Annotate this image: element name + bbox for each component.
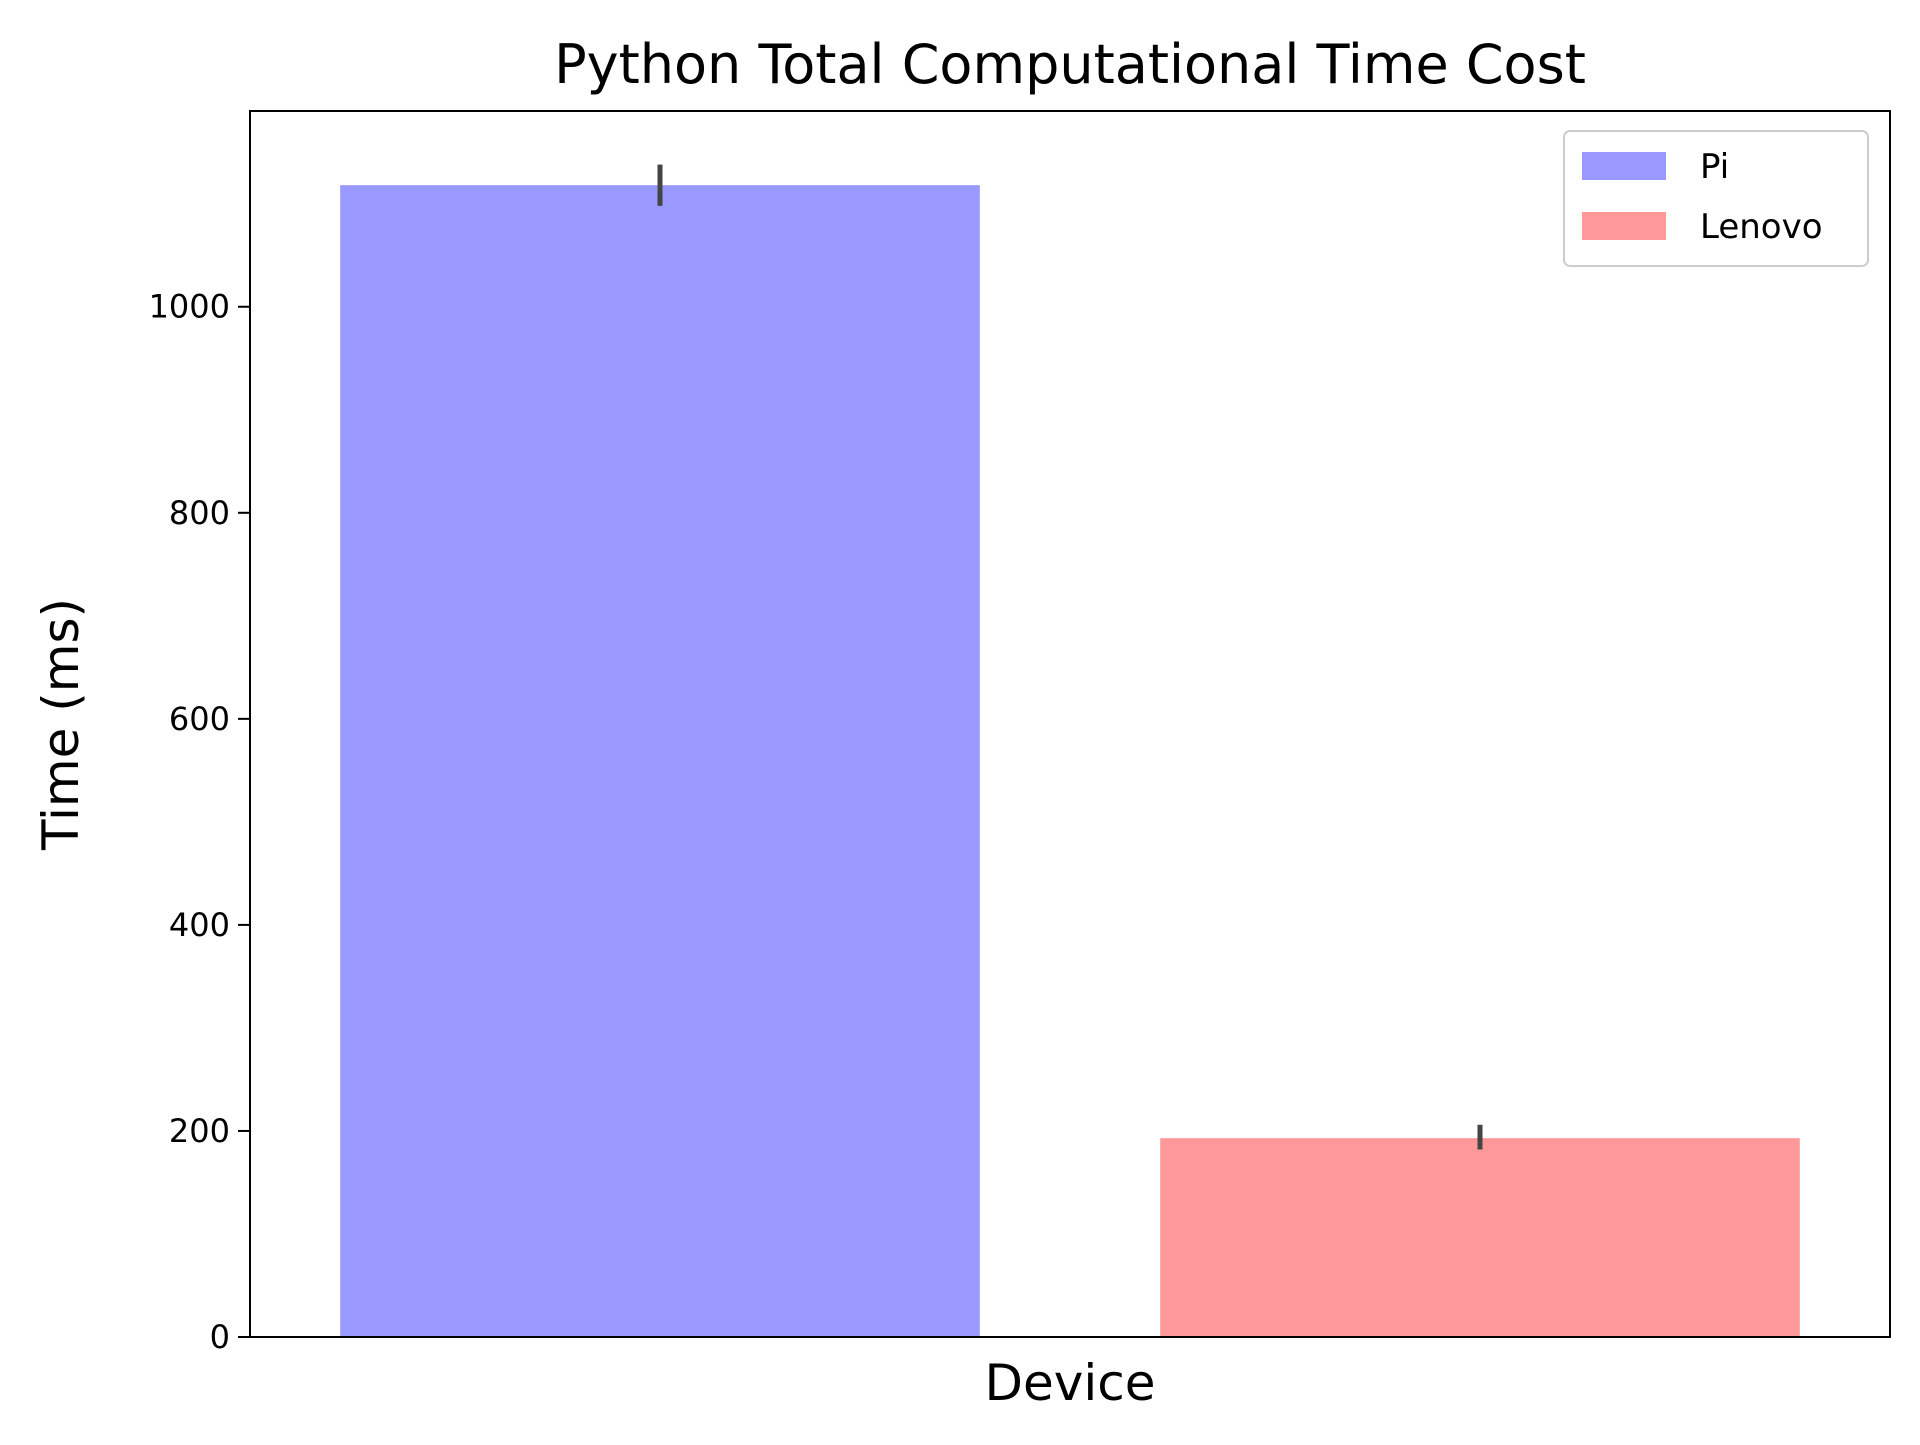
y-tick-label: 800 bbox=[169, 494, 230, 532]
y-axis-label: Time (ms) bbox=[32, 598, 90, 851]
y-tick-label: 600 bbox=[169, 700, 230, 738]
legend-swatch-pi bbox=[1582, 152, 1666, 180]
y-axis-ticks: 0 200 400 600 800 1000 bbox=[149, 288, 250, 1356]
legend: Pi Lenovo bbox=[1563, 130, 1869, 267]
bar-lenovo bbox=[1160, 1138, 1800, 1337]
legend-label-pi: Pi bbox=[1700, 147, 1729, 187]
bar-pi bbox=[340, 185, 980, 1338]
legend-label-lenovo: Lenovo bbox=[1700, 207, 1823, 247]
y-tick-label: 200 bbox=[169, 1112, 230, 1150]
plot-area bbox=[340, 164, 1800, 1338]
chart-title: Python Total Computational Time Cost bbox=[554, 33, 1586, 96]
y-tick-label: 1000 bbox=[149, 288, 230, 326]
axes-frame bbox=[249, 110, 1891, 1338]
legend-swatch-lenovo bbox=[1582, 212, 1666, 240]
y-tick-label: 0 bbox=[210, 1318, 230, 1356]
y-tick-label: 400 bbox=[169, 906, 230, 944]
x-axis-label: Device bbox=[985, 1354, 1156, 1412]
